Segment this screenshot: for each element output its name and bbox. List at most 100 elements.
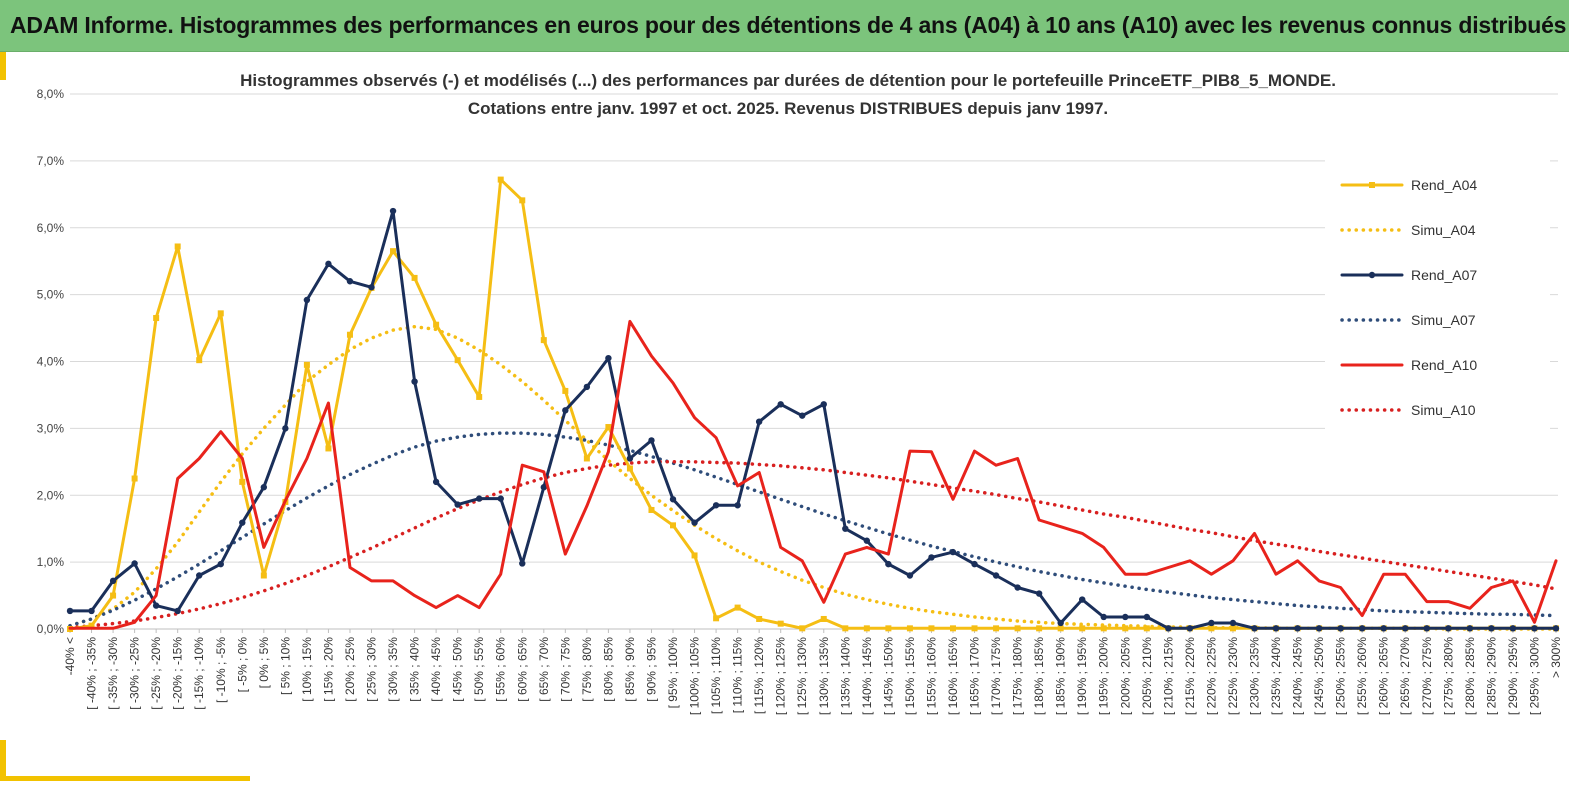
data-point	[583, 383, 591, 391]
data-point	[346, 278, 354, 285]
data-point	[1014, 584, 1021, 591]
data-point	[777, 401, 784, 408]
data-point	[993, 625, 1000, 632]
data-point	[799, 412, 806, 419]
y-axis-ticks: 0,0% 1,0% 2,0% 3,0% 4,0% 5,0% 6,0% 7,0% 8,0%	[37, 87, 65, 636]
x-tick-label: [ 235% ; 240%	[1269, 637, 1283, 715]
x-tick-label: [ 140% ; 145%	[860, 637, 874, 715]
data-point	[1466, 625, 1474, 632]
y-tick-label: 4,0%	[37, 355, 65, 369]
y-tick-label: 2,0%	[37, 488, 65, 502]
legend-item-Rend_A10: Rend_A10	[1340, 357, 1477, 373]
series-line-Simu_A07	[68, 431, 1558, 628]
x-tick-label: [ 220% ; 225%	[1204, 637, 1218, 715]
x-tick-label: [ 230% ; 235%	[1247, 637, 1261, 715]
data-point	[1100, 613, 1107, 621]
x-tick-label: [ 210% ; 215%	[1161, 637, 1175, 715]
data-point	[863, 625, 870, 632]
y-tick-label: 7,0%	[37, 154, 65, 168]
x-tick-label: [ 110% ; 115%	[731, 637, 745, 714]
x-tick-label: [ 0% ; 5%	[257, 637, 271, 689]
data-point	[842, 625, 849, 632]
series-Rend_A10	[68, 319, 1558, 630]
data-point	[1208, 625, 1215, 632]
data-point	[1251, 625, 1258, 632]
data-point	[605, 424, 612, 431]
legend-label: Rend_A07	[1411, 267, 1477, 283]
x-tick-label: [ 5% ; 10%	[278, 637, 292, 695]
x-tick-label: [ 245% ; 250%	[1312, 637, 1326, 715]
data-point	[497, 176, 504, 183]
data-point	[109, 577, 117, 585]
data-point	[433, 321, 440, 328]
data-point	[217, 560, 224, 568]
chart-subtitle: Cotations entre janv. 1997 et oct. 2025.…	[468, 99, 1108, 118]
data-point	[88, 607, 95, 615]
x-tick-label: [ 130% ; 135%	[817, 637, 831, 715]
data-point	[949, 625, 956, 632]
data-point	[1143, 625, 1150, 632]
x-tick-label: [ -25% ; -20%	[149, 637, 163, 710]
data-point	[691, 552, 698, 559]
x-tick-label: [ 180% ; 185%	[1032, 637, 1046, 715]
legend-item-Simu_A10: Simu_A10	[1340, 402, 1476, 418]
data-point	[174, 607, 181, 615]
series-Simu_A07	[68, 431, 1558, 628]
data-point	[648, 506, 655, 513]
legend-label: Rend_A04	[1411, 177, 1477, 193]
header-banner: ADAM Informe. Histogrammes des performan…	[0, 0, 1569, 52]
x-tick-label: [ 40% ; 45%	[429, 637, 443, 702]
data-point	[1358, 625, 1366, 632]
x-tick-label: [ -5% ; 0%	[235, 637, 249, 693]
data-point	[66, 607, 74, 615]
x-tick-label: [ 290% ; 295%	[1506, 637, 1520, 715]
x-tick-label: [ 145% ; 150%	[881, 637, 895, 715]
data-point	[605, 354, 612, 362]
x-tick-label: [ 155% ; 160%	[924, 637, 938, 715]
series-line-Rend_A07	[68, 209, 1558, 630]
frame-accent-left	[0, 52, 6, 80]
data-point	[1122, 625, 1129, 632]
data-point	[411, 274, 418, 281]
x-tick-label: [ 255% ; 260%	[1355, 637, 1369, 715]
data-point	[949, 548, 957, 556]
x-tick-label: [ 135% ; 140%	[838, 637, 852, 715]
legend-label: Simu_A07	[1411, 312, 1476, 328]
performance-histogram-chart: 0,0% 1,0% 2,0% 3,0% 4,0% 5,0% 6,0% 7,0% 8,0% -40…	[37, 71, 1563, 715]
x-tick-label: [ 45% ; 50%	[451, 637, 465, 702]
data-point	[1402, 625, 1409, 632]
data-point	[1208, 619, 1215, 627]
data-point	[368, 284, 375, 291]
data-point	[863, 537, 871, 544]
x-tick-label: [ 280% ; 285%	[1463, 637, 1477, 715]
x-tick-label: [ 75% ; 80%	[580, 637, 594, 702]
x-tick-label: [ 85% ; 90%	[623, 637, 637, 702]
x-tick-label: [ 240% ; 245%	[1291, 637, 1305, 715]
data-point	[1445, 625, 1452, 632]
x-tick-label: [ 100% ; 105%	[688, 637, 702, 715]
x-tick-label: [ 285% ; 290%	[1484, 637, 1498, 715]
data-point	[713, 615, 720, 622]
x-tick-label: [ 115% ; 120%	[752, 637, 766, 714]
x-tick-label: [ 265% ; 270%	[1398, 637, 1412, 715]
legend-marker	[1369, 182, 1375, 188]
data-point	[648, 437, 655, 444]
y-tick-label: 0,0%	[37, 622, 65, 636]
frame-accent-left-bottom	[0, 740, 6, 781]
data-point	[303, 361, 310, 368]
data-point	[1014, 625, 1021, 632]
x-tick-label: [ 150% ; 155%	[903, 637, 917, 715]
data-point	[1079, 596, 1086, 603]
x-tick-label: [ 200% ; 205%	[1118, 637, 1132, 715]
x-tick-label: [ 195% ; 200%	[1097, 637, 1111, 715]
x-tick-label: [ -30% ; -25%	[128, 637, 142, 710]
data-point	[777, 620, 784, 627]
data-point	[1165, 625, 1172, 632]
data-point	[519, 197, 526, 204]
x-tick-label: -40% <	[63, 637, 77, 675]
data-point	[88, 622, 95, 629]
data-point	[734, 604, 741, 611]
x-tick-label: [ 275% ; 280%	[1441, 637, 1455, 715]
x-tick-label: [ 225% ; 230%	[1226, 637, 1240, 715]
data-point	[476, 393, 483, 400]
